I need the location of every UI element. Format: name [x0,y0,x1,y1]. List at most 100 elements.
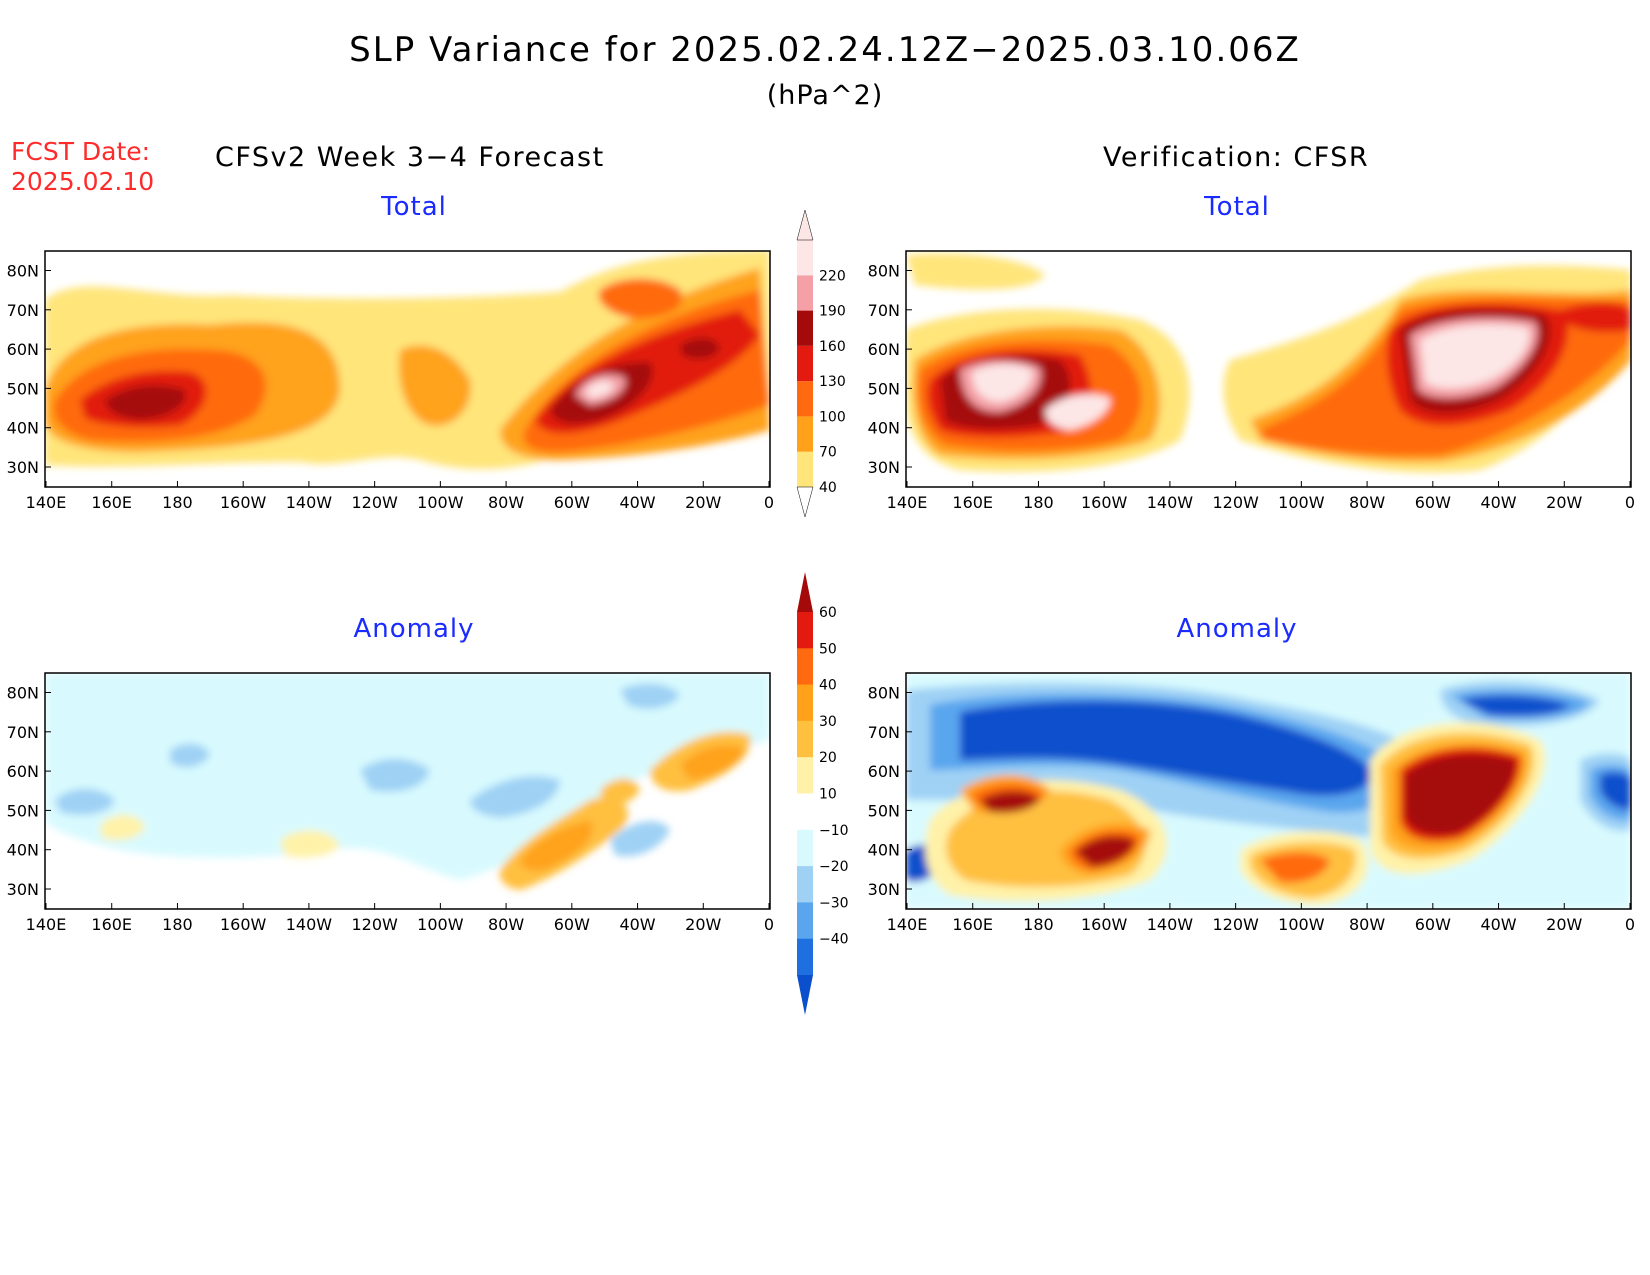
verification-anomaly-field [906,673,1631,909]
colorbar-total-label: 190 [819,304,846,320]
fill-m20c [470,776,560,818]
verification-anomaly-lon-label: 40W [1480,915,1516,934]
colorbar-total-bottom-cap [796,486,814,518]
forecast-anomaly-coastline [735,876,767,885]
colorbar-anomaly-label: 20 [819,750,837,766]
verification-total-lon-label: 160E [952,493,993,512]
verification-total-lat-label: 80N [868,262,900,281]
fill-100c [598,278,682,319]
colorbar-total-swatch [797,451,813,487]
forecast-anomaly-title: Anomaly [353,614,475,644]
verification-anomaly-lon-label: 100W [1278,915,1325,934]
fill-m40c [1460,695,1570,717]
fill-p60c [1405,754,1516,835]
forecast-total-lon-label: 40W [619,493,655,512]
model-title: CFSv2 Week 3−4 Forecast [215,142,605,173]
forecast-total-field [45,251,770,470]
verification-total-lon-label: 180 [1023,493,1054,512]
forecast-total-lon-label: 160E [91,493,132,512]
forecast-anomaly-lon-label: 160W [220,915,267,934]
colorbar-anomaly-swatch [797,829,813,867]
forecast-anomaly-lon-label: 120W [351,915,398,934]
forecast-anomaly-lat-label: 30N [7,880,39,899]
forecast-total-lat-label: 80N [7,262,39,281]
forecast-total-lon-label: 0 [764,493,774,512]
verification-total-lon-label: 20W [1546,493,1582,512]
forecast-total-lat-label: 30N [7,458,39,477]
colorbar-total-swatch [797,381,813,417]
forecast-total-lon-label: 180 [162,493,193,512]
fill-160c [680,337,720,360]
colorbar-total-swatch [797,240,813,276]
colorbar-anomaly-label: 30 [819,714,837,730]
verification-anomaly-lat-label: 60N [868,762,900,781]
verification-anomaly-title: Anomaly [1176,614,1298,644]
forecast-total-lon-label: 100W [417,493,464,512]
verification-total-field [906,253,1631,473]
fill-p30b [680,745,745,780]
forecast-total-lon-label: 60W [554,493,590,512]
fill-p30 [520,820,593,871]
forecast-anomaly-frame [44,672,771,910]
verification-anomaly-lon-label: 140E [887,915,928,934]
colorbar-anomaly-label: −40 [819,932,849,948]
verification-total-lon-label: 120W [1212,493,1259,512]
verification-anomaly-lon-label: 20W [1546,915,1582,934]
verification-total-title: Total [1204,192,1270,222]
colorbar-anomaly-swatch [797,938,813,976]
forecast-total-lon-label: 160W [220,493,267,512]
forecast-total-lat-label: 60N [7,340,39,359]
verification-total-frame [905,250,1632,488]
fill-130c [1560,302,1631,332]
verification-anomaly-lon-label: 140W [1147,915,1194,934]
forecast-anomaly-lon-label: 60W [554,915,590,934]
verification-anomaly-lon-label: 0 [1625,915,1635,934]
colorbar-total-top-cap [796,209,814,241]
colorbar-anomaly-label: 50 [819,641,837,657]
colorbar-anomaly-swatch [797,866,813,903]
verification-anomaly-frame [905,672,1632,910]
forecast-total-coastline [735,454,767,463]
main-title: SLP Variance for 2025.02.24.12Z−2025.03.… [349,30,1301,70]
colorbar-anomaly-swatch [797,612,813,649]
fill-p10 [280,830,340,858]
forecast-anomaly-lon-label: 160E [91,915,132,934]
colorbar-anomaly-swatch [797,648,813,686]
fill-160 [105,385,186,420]
forecast-anomaly-lat-label: 70N [7,723,39,742]
verification-anomaly-lat-label: 50N [868,801,900,820]
verification-title: Verification: CFSR [1103,142,1370,173]
forecast-anomaly-field [45,673,770,890]
fill-m20e [610,821,670,857]
forecast-anomaly-lon-label: 100W [417,915,464,934]
forecast-anomaly-lon-label: 80W [488,915,524,934]
colorbar-anomaly: 60 50 40 30 20 10 −10 −20 −30 −40 [797,572,849,1015]
colorbar-anomaly-swatch [797,684,813,722]
forecast-total-lat-label: 40N [7,419,39,438]
forecast-total-lon-label: 140E [26,493,67,512]
fill-220c [1420,324,1530,389]
fill-220 [585,380,614,398]
forecast-anomaly-lon-label: 20W [685,915,721,934]
verification-total-lat-label: 50N [868,379,900,398]
forecast-anomaly-lat-label: 60N [7,762,39,781]
verification-anomaly-lon-label: 160W [1081,915,1128,934]
verification-anomaly-lon-label: 120W [1212,915,1259,934]
colorbar-anomaly-label: 60 [819,605,837,621]
forecast-date-label: FCST Date: 2025.02.10 [11,137,154,197]
verification-total-lon-label: 140E [887,493,928,512]
forecast-total-coastline [365,275,565,281]
colorbar-total-label: 220 [819,268,846,284]
fill-220b [1045,394,1111,430]
colorbar-anomaly-label: 10 [819,787,837,803]
forecast-anomaly-lon-label: 140E [26,915,67,934]
forecast-total-title: Total [381,192,447,222]
forecast-anomaly-lat-label: 50N [7,801,39,820]
forecast-anomaly-lon-label: 180 [162,915,193,934]
verification-total-lon-label: 60W [1415,493,1451,512]
fill-220 [972,364,1033,402]
colorbar-total-label: 70 [819,445,837,461]
forecast-total-frame [44,250,771,488]
fill-p60 [980,791,1040,814]
forecast-total-lat-label: 70N [7,301,39,320]
